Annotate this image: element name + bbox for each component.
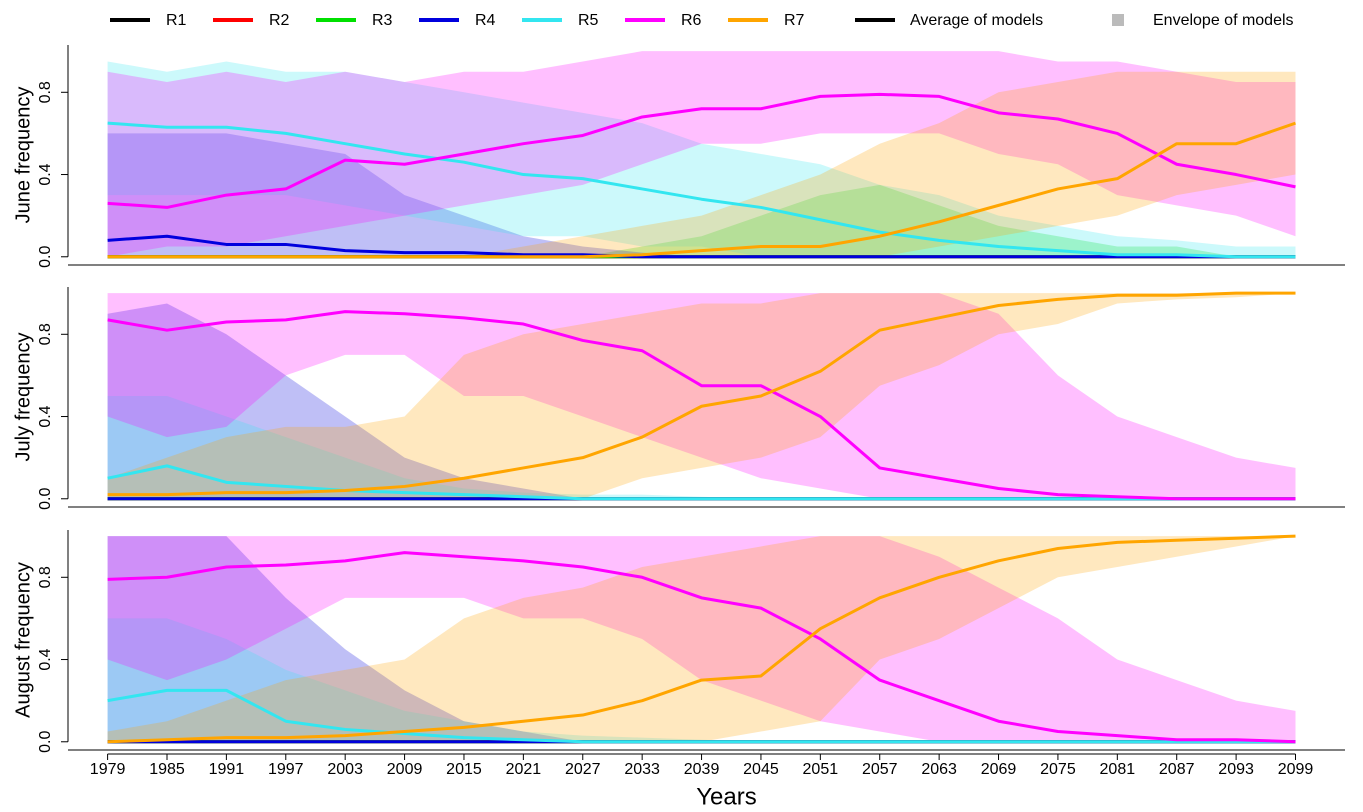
- legend-label: R1: [166, 12, 187, 29]
- envelope: [107, 293, 1296, 499]
- x-tick-label: 2093: [1218, 761, 1254, 778]
- y-tick-label: 0.8: [37, 566, 54, 588]
- series-line: [107, 688, 1296, 744]
- series-line: [107, 464, 1296, 501]
- legend-label: R7: [784, 12, 805, 29]
- envelope: [107, 133, 1296, 257]
- x-tick-label: 2057: [862, 761, 898, 778]
- x-tick-label: 2021: [506, 761, 542, 778]
- x-tick-label: 1979: [90, 761, 126, 778]
- x-tick-label: 2099: [1278, 761, 1314, 778]
- x-tick-label: 2051: [803, 761, 839, 778]
- envelope: [107, 51, 1296, 257]
- legend-label: R5: [578, 12, 599, 29]
- series-line: [107, 291, 1296, 497]
- x-tick-label: 2009: [387, 761, 423, 778]
- series-line: [107, 534, 1296, 744]
- legend-label: R4: [475, 12, 496, 29]
- y-axis-label: June frequency: [12, 87, 34, 224]
- envelope: [107, 536, 1296, 742]
- y-tick-label: 0.8: [37, 81, 54, 103]
- envelope: [107, 293, 1296, 499]
- x-tick-label: 2087: [1159, 761, 1195, 778]
- envelope: [107, 536, 1296, 742]
- y-tick-label: 0.8: [37, 323, 54, 345]
- series-line: [107, 551, 1296, 744]
- legend-label: R2: [269, 12, 290, 29]
- legend: R1 R2 R3 R4 R5 R6 R7 Average of models Envelope …: [110, 12, 1294, 29]
- envelope: [107, 618, 1296, 742]
- y-tick-label: 0.0: [37, 246, 54, 268]
- series-line: [107, 92, 1296, 209]
- y-tick-label: 0.0: [37, 488, 54, 510]
- y-tick-label: 0.4: [37, 648, 54, 670]
- x-tick-label: 2039: [684, 761, 720, 778]
- x-tick-label: 1985: [149, 761, 185, 778]
- x-tick-label: 2015: [446, 761, 482, 778]
- x-tick-label: 2027: [565, 761, 601, 778]
- legend-label: Average of models: [910, 12, 1043, 29]
- legend-label: Envelope of models: [1153, 12, 1294, 29]
- y-tick-label: 0.4: [37, 405, 54, 427]
- series-line: [107, 234, 1296, 259]
- envelope: [107, 303, 1296, 499]
- x-tick-label: 2045: [743, 761, 779, 778]
- y-axis-label: July frequency: [12, 333, 34, 462]
- y-tick-label: 0.4: [37, 163, 54, 185]
- envelope: [107, 61, 1296, 257]
- x-tick-label: 2081: [1100, 761, 1136, 778]
- envelope: [107, 395, 1296, 499]
- series-line: [107, 121, 1296, 259]
- envelope: [107, 536, 1296, 742]
- y-tick-label: 0.0: [37, 731, 54, 753]
- legend-swatch: [1112, 14, 1124, 26]
- x-tick-label: 1997: [268, 761, 304, 778]
- legend-label: R3: [372, 12, 393, 29]
- x-tick-label: 1991: [209, 761, 245, 778]
- envelope: [107, 184, 1296, 257]
- y-axis-label: August frequency: [12, 562, 34, 718]
- series-line: [107, 121, 1296, 259]
- x-tick-label: 2033: [624, 761, 660, 778]
- x-tick-label: 2069: [981, 761, 1017, 778]
- x-tick-label: 2063: [921, 761, 957, 778]
- envelope: [107, 71, 1296, 257]
- x-tick-label: 2003: [327, 761, 363, 778]
- series-line: [107, 310, 1296, 501]
- legend-label: R6: [681, 12, 702, 29]
- x-axis-label: Years: [696, 783, 757, 810]
- x-tick-label: 2075: [1040, 761, 1076, 778]
